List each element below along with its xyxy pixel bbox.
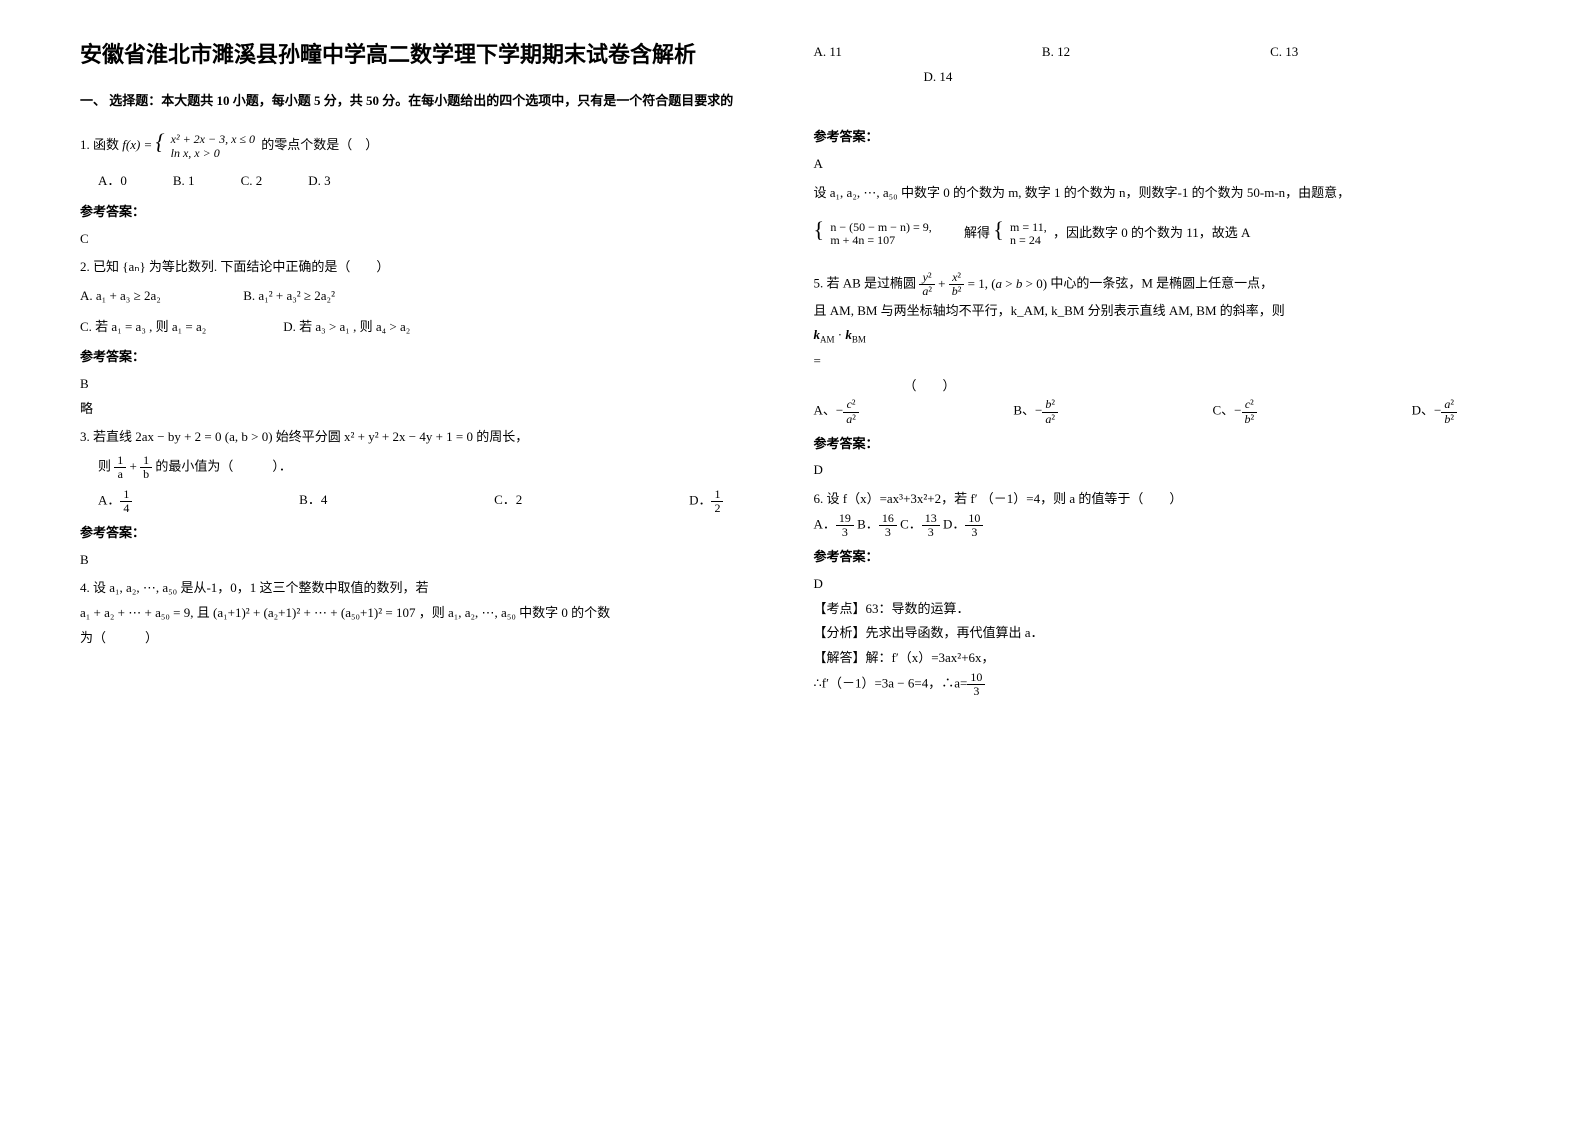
q5-options: A、−c²a² B、−b²a² C、−c²b² D、−a²b² (814, 398, 1508, 425)
q5-blank: （ ） (904, 374, 1508, 399)
q2-stem: 2. 已知 {aₙ} 为等比数列. 下面结论中正确的是（ ） (80, 255, 774, 280)
q1-stem: 1. 函数 f(x) = { x² + 2x − 3, x ≤ 0 ln x, … (80, 121, 774, 163)
q1-opt-d: D. 3 (308, 169, 330, 194)
q2-opt-d: D. 若 a₃ > a₁ , 则 a₄ > a₂ (283, 319, 410, 334)
q4-stem1: 4. 设 a₁, a₂, ⋯, a₅₀ 是从-1，0，1 这三个整数中取值的数列… (80, 576, 774, 601)
q2-row1: A. a₁ + a₃ ≥ 2a₂ B. a₁² + a₃² ≥ 2a₂² (80, 284, 774, 309)
section-heading: 一、 选择题：本大题共 10 小题，每小题 5 分，共 50 分。在每小题给出的… (80, 89, 774, 114)
q6-fx: 【分析】先求出导函数，再代值算出 a． (814, 621, 1508, 646)
q5-stem4: = (814, 349, 1508, 374)
q2-ref-label: 参考答案： (80, 345, 774, 370)
q3-stem: 3. 若直线 2ax − by + 2 = 0 (a, b > 0) 始终平分圆… (80, 425, 774, 450)
q5-opt-d: D、−a²b² (1412, 398, 1457, 425)
q2-answer: B (80, 372, 774, 397)
q5-opt-c: C、−c²b² (1213, 398, 1258, 425)
q5-opt-b: B、−b²a² (1013, 398, 1058, 425)
left-column: 安徽省淮北市濉溪县孙疃中学高二数学理下学期期末试卷含解析 一、 选择题：本大题共… (60, 40, 794, 1082)
q1-options: A．0 B. 1 C. 2 D. 3 (98, 169, 774, 194)
q3-opt-c: C．2 (494, 488, 522, 515)
q5-ref-label: 参考答案： (814, 432, 1508, 457)
q5-stem2: 且 AM, BM 与两坐标轴均不平行，k_AM, k_BM 分别表示直线 AM,… (814, 299, 1508, 324)
q4-expl2: { n − (50 − m − n) = 9, m + 4n = 107 解得 … (814, 209, 1508, 251)
q4-expl1: 设 a₁, a₂, ⋯, a₅₀ 中数字 0 的个数为 m, 数字 1 的个数为… (814, 181, 1508, 206)
q1-answer: C (80, 227, 774, 252)
q6-answer: D (814, 572, 1508, 597)
q4-opt-d: D. 14 (924, 65, 1508, 90)
q2-row2: C. 若 a₁ = a₃ , 则 a₁ = a₂ D. 若 a₃ > a₁ , … (80, 315, 774, 340)
q5-opt-a: A、−c²a² (814, 398, 859, 425)
q1-ref-label: 参考答案： (80, 200, 774, 225)
q6-kd: 【考点】63：导数的运算． (814, 597, 1508, 622)
q3-stem2: 则 1a + 1b 的最小值为（ ）． (98, 454, 774, 481)
q3-answer: B (80, 548, 774, 573)
q5-prefix: 5. 若 AB 是过椭圆 (814, 276, 917, 291)
q6-jd1: 【解答】解：f′（x）=3ax²+6x， (814, 646, 1508, 671)
q6-ref-label: 参考答案： (814, 545, 1508, 570)
page-title: 安徽省淮北市濉溪县孙疃中学高二数学理下学期期末试卷含解析 (80, 40, 774, 71)
q5-answer: D (814, 458, 1508, 483)
q4-answer: A (814, 152, 1508, 177)
q4-stem2: a₁ + a₂ + ⋯ + a₅₀ = 9, 且 (a₁+1)² + (a₂+1… (80, 601, 774, 626)
q1-suffix: 的零点个数是（ ） (261, 137, 378, 152)
q3-stem2-suffix: 的最小值为（ ）． (155, 459, 292, 474)
q4-ref-label: 参考答案： (814, 125, 1508, 150)
q3-options: A．14 B．4 C．2 D．12 (98, 488, 774, 515)
q6-options: A．193 B．163 C．133 D．103 (814, 512, 1508, 539)
q3-opt-b: B．4 (299, 488, 327, 515)
q2-opt-b: B. a₁² + a₃² ≥ 2a₂² (243, 288, 335, 303)
q2-opt-c: C. 若 a₁ = a₃ , 则 a₁ = a₂ (80, 315, 280, 340)
q1-opt-c: C. 2 (241, 169, 263, 194)
q3-opt-a: A．14 (98, 488, 132, 515)
q3-stem2-prefix: 则 (98, 459, 111, 474)
q3-ref-label: 参考答案： (80, 521, 774, 546)
q3-opt-d: D．12 (689, 488, 723, 515)
q4-opt-a: A. 11 (814, 40, 842, 65)
right-column: A. 11 B. 12 C. 13 D. 14 参考答案： A 设 a₁, a₂… (794, 40, 1528, 1082)
q2-note: 略 (80, 397, 774, 422)
q5-stem-row1: 5. 若 AB 是过椭圆 y²a² + x²b² = 1, (a > b > 0… (814, 271, 1508, 298)
q1-prefix: 1. 函数 (80, 137, 119, 152)
q4-opt-c: C. 13 (1270, 40, 1298, 65)
q4-opt-b: B. 12 (1042, 40, 1070, 65)
q5-mid: 中心的一条弦，M 是椭圆上任意一点， (1050, 276, 1273, 291)
q6-jd2: ∴f′（－1）=3a − 6=4，∴a=103 (814, 671, 1508, 698)
q1-opt-a: A．0 (98, 169, 127, 194)
q4-options-row1: A. 11 B. 12 C. 13 (814, 40, 1508, 65)
q6-stem: 6. 设 f（x）=ax³+3x²+2，若 f′ （－1）=4，则 a 的值等于… (814, 487, 1508, 512)
q2-opt-a: A. a₁ + a₃ ≥ 2a₂ (80, 284, 240, 309)
q4-stem3: 为（ ） (80, 626, 774, 651)
q1-opt-b: B. 1 (173, 169, 195, 194)
q5-stem3: kAM · kBM (814, 323, 1508, 349)
